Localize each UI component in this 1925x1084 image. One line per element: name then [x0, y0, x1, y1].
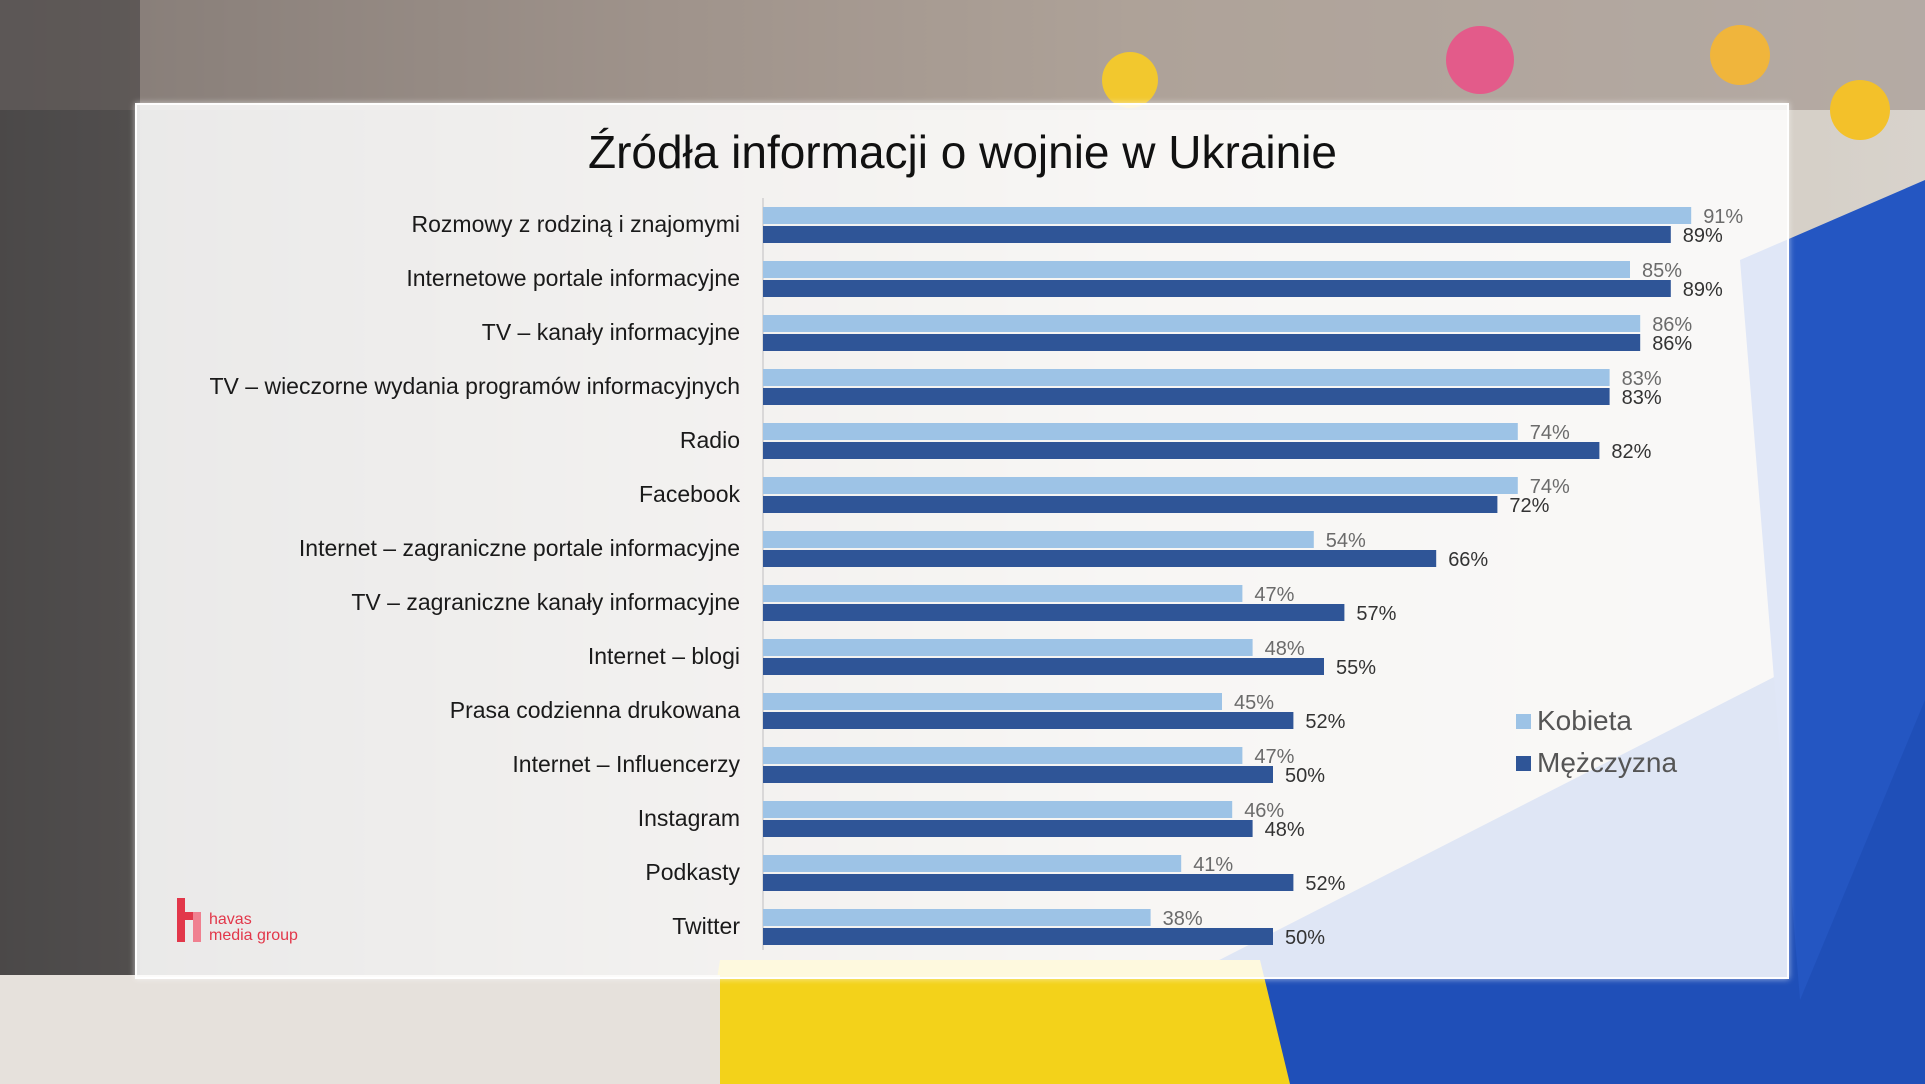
data-label-mezczyzna-internet-zagraniczne-portale-informacyjne: 66% [1448, 549, 1488, 571]
bar-kobieta-tv-kanaly-informacyjne [763, 315, 1641, 332]
bar-mezczyzna-prasa-codzienna-drukowana [763, 712, 1294, 729]
category-label-prasa-codzienna-drukowana: Prasa codzienna drukowana [450, 697, 740, 723]
data-label-mezczyzna-internet-blogi: 55% [1336, 657, 1376, 679]
category-label-twitter: Twitter [672, 913, 740, 939]
bar-kobieta-twitter [763, 909, 1151, 926]
data-label-mezczyzna-twitter: 50% [1285, 927, 1325, 949]
data-label-mezczyzna-tv-wieczorne-wydania-programow-informacyjnych: 83% [1622, 387, 1662, 409]
data-label-kobieta-internet-blogi: 48% [1265, 638, 1305, 660]
chart-title: Źródła informacji o wojnie w Ukrainie [587, 126, 1338, 178]
legend-swatch-kobieta [1516, 713, 1531, 729]
data-label-kobieta-podkasty: 41% [1193, 854, 1233, 876]
bar-mezczyzna-internet-zagraniczne-portale-informacyjne [763, 550, 1437, 567]
category-label-internet-blogi: Internet – blogi [588, 643, 740, 669]
data-label-kobieta-internet-zagraniczne-portale-informacyjne: 54% [1326, 530, 1366, 552]
legend-label-kobieta: Kobieta [1537, 705, 1632, 736]
bar-kobieta-facebook [763, 477, 1518, 494]
data-label-kobieta-facebook: 74% [1530, 476, 1570, 498]
bar-kobieta-tv-wieczorne-wydania-programow-informacyjnych [763, 369, 1610, 386]
legend-item-mezczyzna: Mężczyzna [1516, 742, 1677, 784]
bar-mezczyzna-internetowe-portale-informacyjne [763, 280, 1671, 297]
data-label-mezczyzna-tv-zagraniczne-kanaly-informacyjne: 57% [1356, 603, 1396, 625]
bar-mezczyzna-radio [763, 442, 1600, 459]
category-label-tv-zagraniczne-kanaly-informacyjne: TV – zagraniczne kanały informacyjne [351, 589, 740, 615]
data-label-kobieta-tv-wieczorne-wydania-programow-informacyjnych: 83% [1622, 368, 1662, 390]
havas-logo-line2: media group [209, 927, 298, 944]
data-label-mezczyzna-podkasty: 52% [1305, 873, 1345, 895]
data-label-mezczyzna-instagram: 48% [1265, 819, 1305, 841]
data-label-kobieta-tv-zagraniczne-kanaly-informacyjne: 47% [1254, 584, 1294, 606]
bar-mezczyzna-rozmowy-z-rodzina-i-znajomymi [763, 226, 1671, 243]
legend-label-mezczyzna: Mężczyzna [1537, 747, 1678, 778]
bar-kobieta-instagram [763, 801, 1233, 818]
data-label-mezczyzna-internetowe-portale-informacyjne: 89% [1683, 279, 1723, 301]
data-label-kobieta-instagram: 46% [1244, 800, 1284, 822]
data-label-mezczyzna-tv-kanaly-informacyjne: 86% [1652, 333, 1692, 355]
bar-mezczyzna-tv-zagraniczne-kanaly-informacyjne [763, 604, 1345, 621]
bar-kobieta-prasa-codzienna-drukowana [763, 693, 1222, 710]
havas-logo: havas media group [177, 898, 298, 944]
bar-kobieta-internet-influencerzy [763, 747, 1243, 764]
data-label-kobieta-tv-kanaly-informacyjne: 86% [1652, 314, 1692, 336]
bar-kobieta-internet-zagraniczne-portale-informacyjne [763, 531, 1314, 548]
bar-mezczyzna-tv-kanaly-informacyjne [763, 334, 1641, 351]
data-label-mezczyzna-prasa-codzienna-drukowana: 52% [1305, 711, 1345, 733]
category-label-internetowe-portale-informacyjne: Internetowe portale informacyjne [406, 265, 740, 291]
bar-mezczyzna-instagram [763, 820, 1253, 837]
data-label-kobieta-internetowe-portale-informacyjne: 85% [1642, 260, 1682, 282]
data-label-mezczyzna-rozmowy-z-rodzina-i-znajomymi: 89% [1683, 225, 1723, 247]
legend: Kobieta Mężczyzna [1516, 700, 1677, 784]
data-label-kobieta-radio: 74% [1530, 422, 1570, 444]
category-label-internet-influencerzy: Internet – Influencerzy [512, 751, 740, 777]
bar-kobieta-tv-zagraniczne-kanaly-informacyjne [763, 585, 1243, 602]
category-label-tv-wieczorne-wydania-programow-informacyjnych: TV – wieczorne wydania programów informa… [210, 373, 741, 399]
bar-mezczyzna-twitter [763, 928, 1273, 945]
havas-logo-mark [177, 898, 201, 942]
bar-mezczyzna-tv-wieczorne-wydania-programow-informacyjnych [763, 388, 1610, 405]
category-label-instagram: Instagram [638, 805, 740, 831]
bar-mezczyzna-internet-influencerzy [763, 766, 1273, 783]
data-label-kobieta-rozmowy-z-rodzina-i-znajomymi: 91% [1703, 206, 1743, 228]
category-label-internet-zagraniczne-portale-informacyjne: Internet – zagraniczne portale informacy… [299, 535, 740, 561]
bar-kobieta-podkasty [763, 855, 1182, 872]
havas-logo-line1: havas [209, 911, 252, 928]
legend-swatch-mezczyzna [1516, 755, 1531, 771]
data-label-kobieta-twitter: 38% [1163, 908, 1203, 930]
bar-kobieta-radio [763, 423, 1518, 440]
bar-mezczyzna-facebook [763, 496, 1498, 513]
bar-mezczyzna-internet-blogi [763, 658, 1324, 675]
category-label-podkasty: Podkasty [645, 859, 740, 885]
data-label-kobieta-internet-influencerzy: 47% [1254, 746, 1294, 768]
category-label-radio: Radio [680, 427, 740, 453]
bar-kobieta-internet-blogi [763, 639, 1253, 656]
category-label-facebook: Facebook [639, 481, 741, 507]
bar-kobieta-rozmowy-z-rodzina-i-znajomymi [763, 207, 1692, 224]
category-label-tv-kanaly-informacyjne: TV – kanały informacyjne [482, 319, 740, 345]
data-label-kobieta-prasa-codzienna-drukowana: 45% [1234, 692, 1274, 714]
data-label-mezczyzna-radio: 82% [1611, 441, 1651, 463]
data-label-mezczyzna-internet-influencerzy: 50% [1285, 765, 1325, 787]
data-label-mezczyzna-facebook: 72% [1509, 495, 1549, 517]
category-label-rozmowy-z-rodzina-i-znajomymi: Rozmowy z rodziną i znajomymi [412, 211, 740, 237]
bar-kobieta-internetowe-portale-informacyjne [763, 261, 1630, 278]
bar-mezczyzna-podkasty [763, 874, 1294, 891]
legend-item-kobieta: Kobieta [1516, 700, 1677, 742]
